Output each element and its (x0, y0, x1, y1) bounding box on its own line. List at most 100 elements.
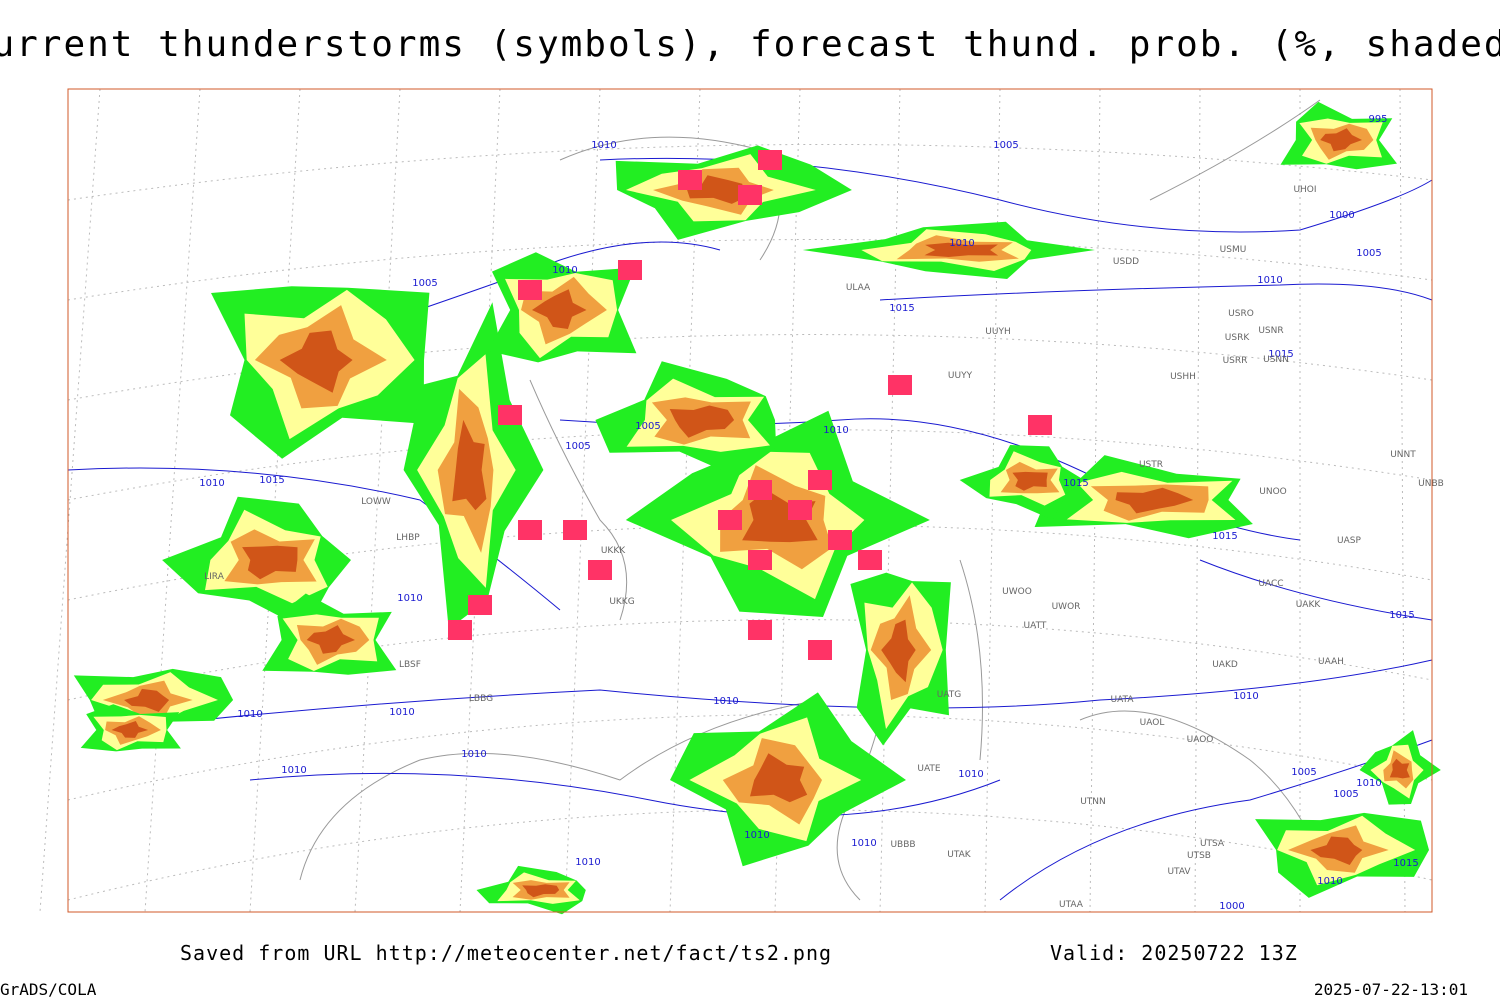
station-label: UBBB (890, 840, 915, 850)
isobar (67, 467, 561, 611)
isobar-label: 1005 (1291, 767, 1316, 778)
isobar-label: 1005 (1333, 789, 1358, 800)
thunderstorm-symbol (718, 510, 742, 530)
thunderstorm-symbol (498, 405, 522, 425)
isobar-label: 1010 (713, 696, 738, 707)
graticule (1194, 88, 1201, 913)
probability-shading (1389, 758, 1410, 779)
isobar-label: 1010 (1356, 778, 1381, 789)
station-label: USHH (1170, 372, 1196, 382)
probability-shading (1115, 487, 1194, 514)
probability-shading (1012, 471, 1048, 491)
isobar-label: 1005 (565, 441, 590, 452)
station-label: UTAV (1167, 867, 1191, 877)
isobar-label: 995 (1368, 114, 1387, 125)
station-label: UTAK (947, 850, 972, 860)
map-area: 1010 100599510001005101010101005101510101… (39, 88, 1444, 915)
thunderstorm-symbol (748, 620, 772, 640)
probability-shading (532, 289, 587, 329)
isobar-label: 1015 (1393, 858, 1418, 869)
station-label: LBBG (469, 694, 493, 704)
coastline (529, 379, 628, 621)
isobar-label: 1010 (461, 749, 486, 760)
thunderstorm-symbol (758, 150, 782, 170)
thunderstorm-symbol (448, 620, 472, 640)
probability-shading (279, 330, 353, 393)
station-label: LOWW (361, 497, 391, 507)
thunderstorm-symbol (618, 260, 642, 280)
station-label: UAOL (1140, 718, 1165, 728)
probability-shading (306, 625, 355, 654)
station-label: UTSA (1200, 839, 1225, 849)
thunderstorm-symbol (828, 530, 852, 550)
isobar-label: 1005 (1356, 248, 1381, 259)
graticule (67, 429, 1433, 501)
station-label: UUYH (985, 327, 1010, 337)
isobar-label: 1010 (744, 830, 769, 841)
probability-shading (1310, 836, 1363, 865)
isobar-label: 1015 (1212, 531, 1237, 542)
isobar-label: 1010 (823, 425, 848, 436)
probability-shading (522, 884, 560, 898)
graticule (1089, 88, 1101, 913)
graticule (984, 88, 1001, 913)
valid-time: Valid: 20250722 13Z (1050, 941, 1298, 965)
isobar (1199, 559, 1433, 621)
station-label: LIRA (204, 572, 225, 582)
isobar-label: 1010 (575, 857, 600, 868)
isobar-label: 1015 (1063, 478, 1088, 489)
isobar-label: 1005 (993, 140, 1018, 151)
thunderstorm-symbol (468, 595, 492, 615)
isobar-label: 1015 (1268, 349, 1293, 360)
station-label: UATA (1110, 695, 1134, 705)
isobar (249, 772, 1001, 817)
isobar (879, 283, 1433, 301)
thunderstorm-symbol (518, 280, 542, 300)
thunderstorm-symbol (518, 520, 542, 540)
probability-shading (924, 242, 999, 257)
station-label: UHOI (1293, 185, 1316, 195)
isobar-label: 1010 (1257, 275, 1282, 286)
map-border (67, 88, 1433, 913)
thunderstorm-symbol (678, 170, 702, 190)
title: Current thunderstorms (symbols), forecas… (0, 24, 1500, 65)
station-label: UWOO (1002, 587, 1032, 597)
probability-shading (124, 688, 170, 712)
station-label: UTNN (1080, 797, 1106, 807)
station-label: UTAA (1059, 900, 1084, 910)
isobar-label: 1010 (851, 838, 876, 849)
isobar-label: 1010 (199, 478, 224, 489)
software: GrADS/COLA (0, 980, 97, 999)
station-label: USRK (1225, 333, 1251, 343)
thunderstorm-symbol (808, 470, 832, 490)
station-label: USDD (1113, 257, 1139, 267)
graticule (67, 239, 1433, 301)
thunderstorm-symbol (858, 550, 882, 570)
isobar-label: 1010 (1317, 876, 1342, 887)
probability-shading (881, 619, 916, 683)
coastline (299, 699, 821, 881)
station-label: UASP (1337, 536, 1361, 546)
source-url: Saved from URL http://meteocenter.net/fa… (180, 941, 832, 965)
isobar-label: 1010 (389, 707, 414, 718)
thunderstorm-symbol (1028, 415, 1052, 435)
station-label: USRR (1223, 356, 1248, 366)
thunderstorm-symbol (748, 480, 772, 500)
station-label: USRO (1228, 309, 1254, 319)
isobar-label: 1005 (635, 421, 660, 432)
isobar-label: 1010 (281, 765, 306, 776)
station-label: UNNT (1390, 450, 1416, 460)
isobar-label: 1010 (237, 709, 262, 720)
probability-shading (1320, 128, 1362, 152)
thunderstorm-symbol (588, 560, 612, 580)
station-label: UATG (937, 690, 962, 700)
probability-shading (687, 175, 746, 204)
isobar-label: 1005 (412, 278, 437, 289)
isobar (199, 659, 1433, 721)
probability-shading (669, 405, 735, 438)
probability-shading (452, 419, 487, 511)
station-label: UTSB (1187, 851, 1211, 861)
isobar-label: 1010 (552, 265, 577, 276)
thunderstorm-symbol (788, 500, 812, 520)
isobar-label: 1010 (949, 238, 974, 249)
